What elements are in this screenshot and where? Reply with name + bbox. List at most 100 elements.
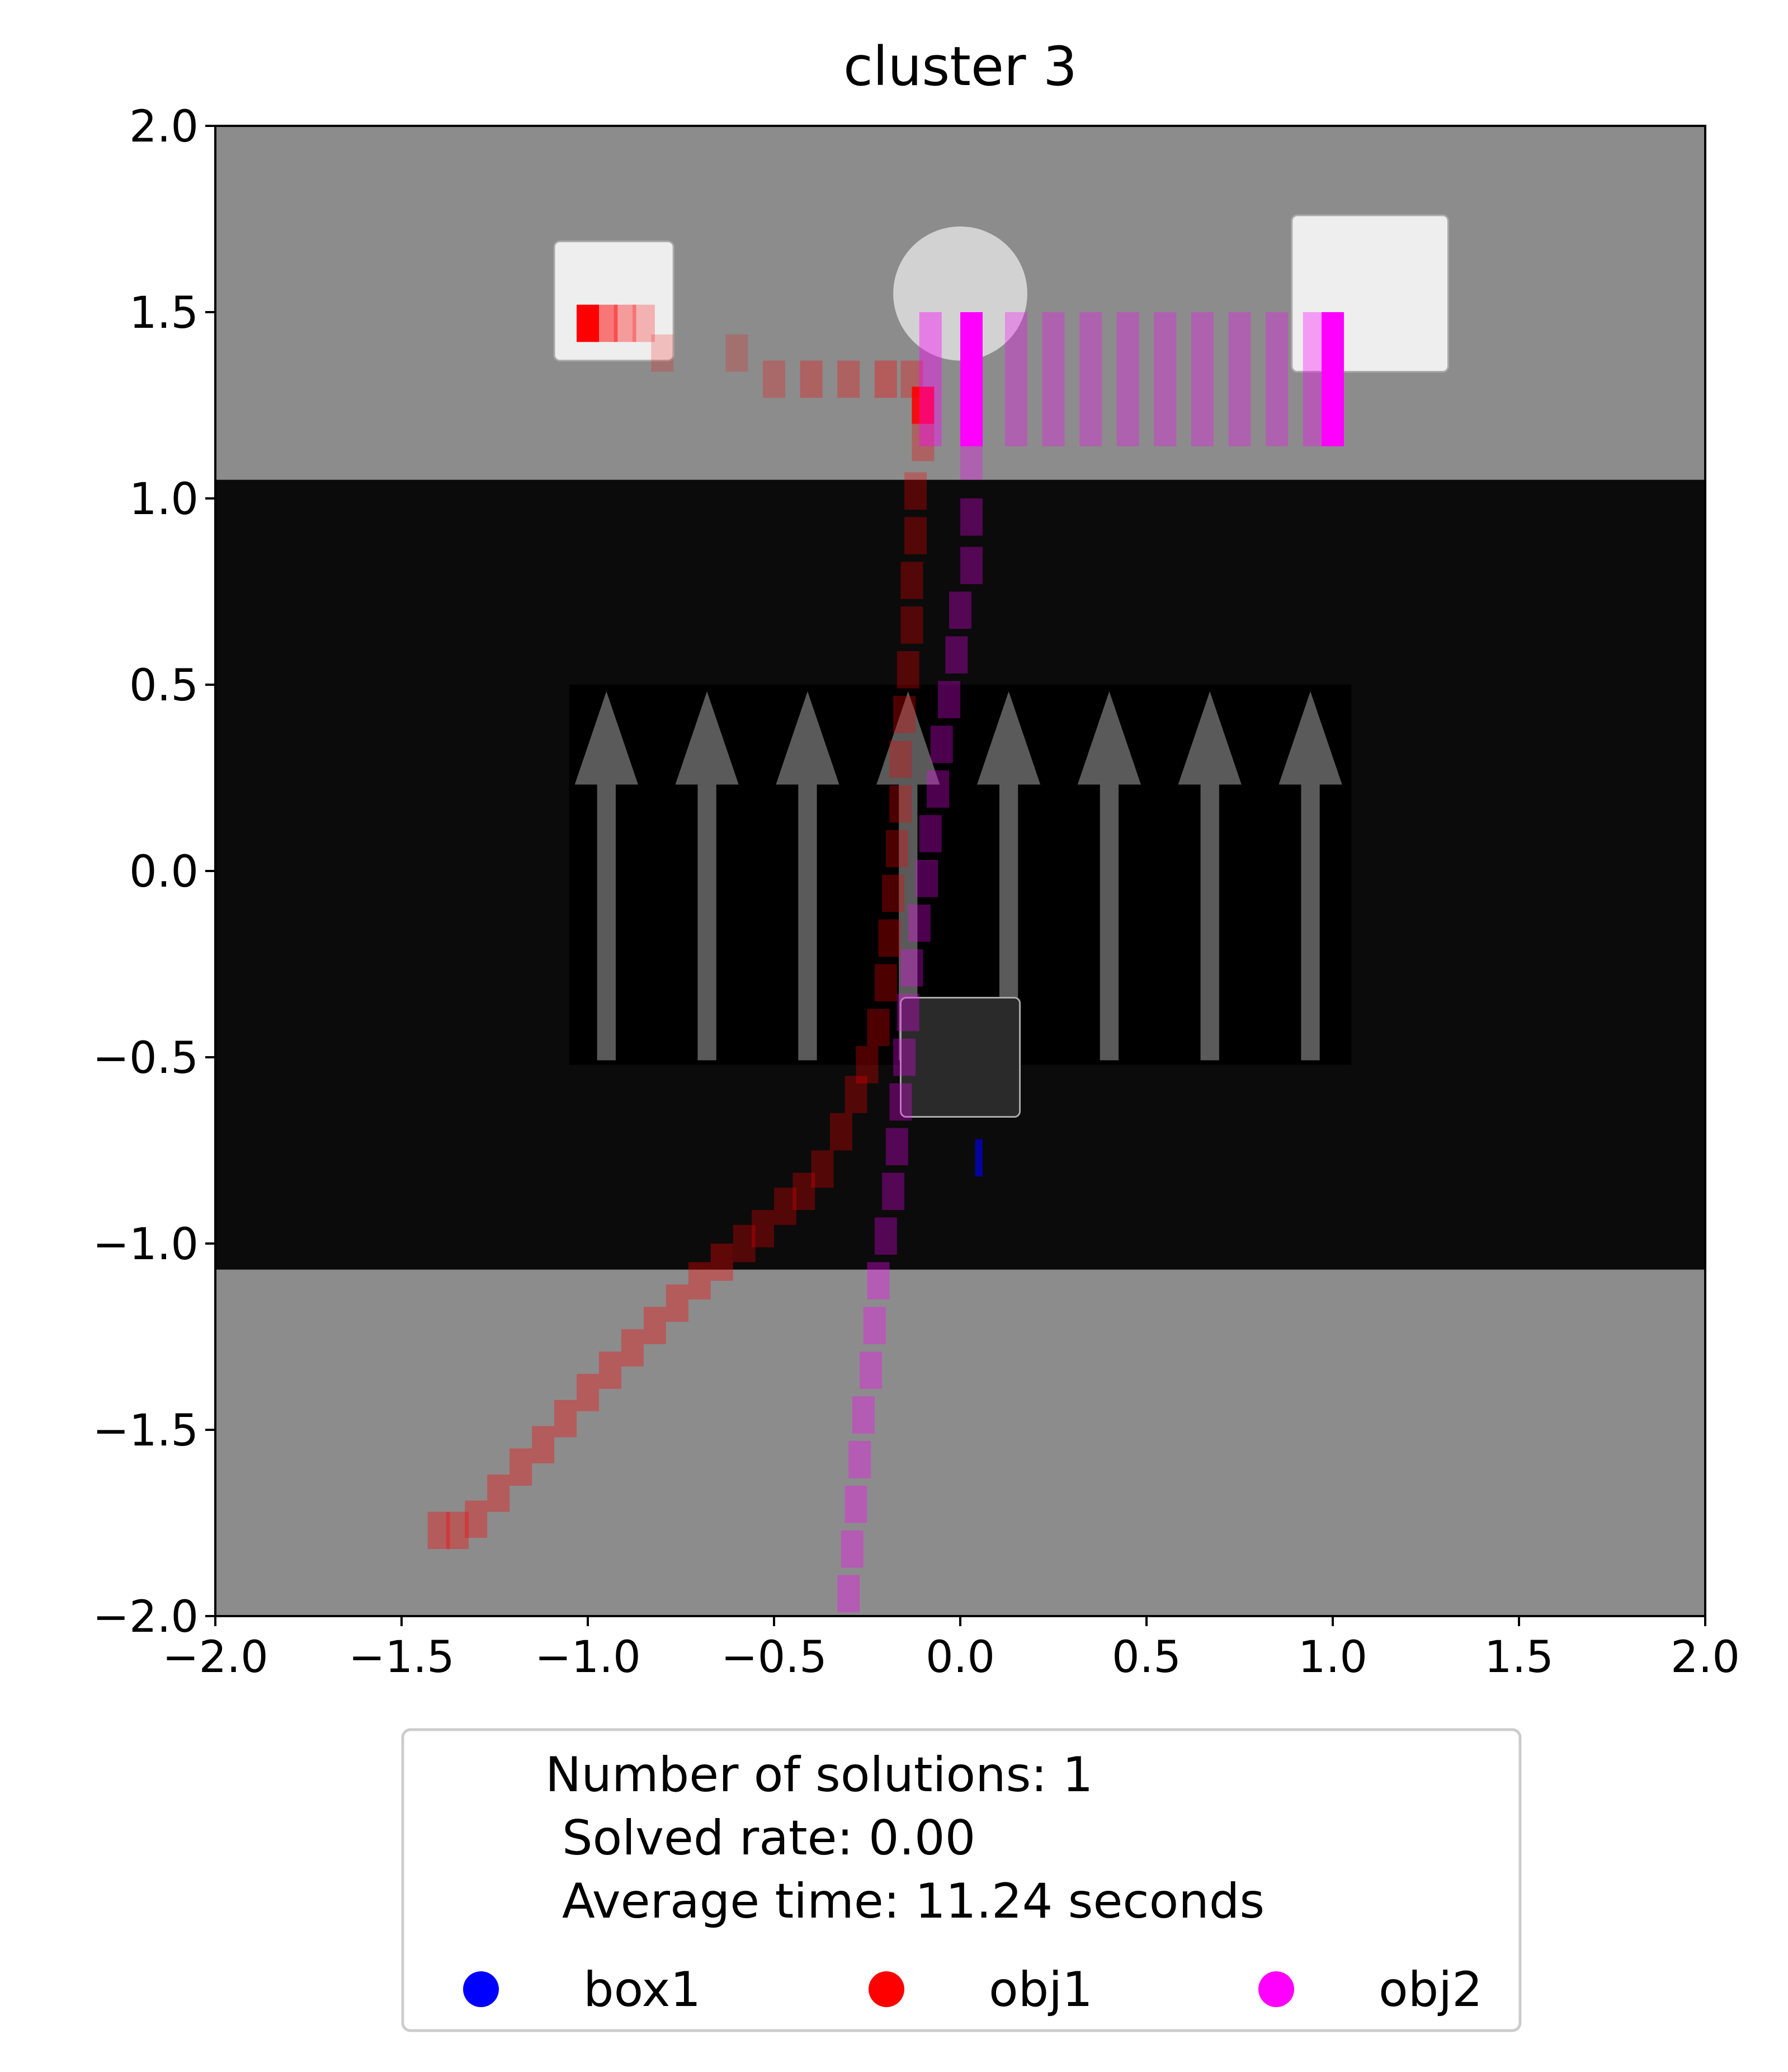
data-point-obj2	[889, 1083, 912, 1121]
conveyor-arrow-icon	[1077, 691, 1141, 1061]
data-point-obj1	[889, 740, 912, 778]
data-point-obj1	[912, 387, 935, 424]
data-point-obj2	[919, 312, 942, 446]
data-point-obj2	[960, 498, 983, 536]
data-point-obj1	[643, 1307, 666, 1344]
data-point-obj2	[837, 1575, 860, 1613]
data-point-obj2	[1079, 312, 1102, 446]
data-point-obj2	[927, 770, 950, 808]
data-point-obj2	[885, 1128, 908, 1166]
data-point-obj2	[1042, 312, 1065, 446]
plot-area	[214, 125, 1706, 1617]
data-point-obj1	[829, 1113, 852, 1151]
legend-info-average-time: Average time: 11.24 seconds	[562, 1873, 1265, 1929]
sphere-object	[893, 226, 1027, 361]
data-point-obj2	[1191, 312, 1214, 446]
conveyor-arrow-icon	[574, 691, 638, 1061]
conveyor-arrow-icon	[876, 691, 940, 1061]
conveyor-arrow-icon	[776, 691, 839, 1061]
legend: Number of solutions: 1 Solved rate: 0.00…	[401, 1728, 1522, 2032]
data-point-obj1	[710, 1244, 733, 1281]
data-point-obj2	[1228, 312, 1251, 446]
legend-info-solutions: Number of solutions: 1	[545, 1747, 1093, 1803]
legend-frame	[401, 1728, 1522, 2032]
data-point-obj1	[614, 304, 636, 342]
data-point-obj1	[595, 304, 618, 342]
conveyor-arrow-icon	[1178, 691, 1242, 1061]
data-point-obj1	[878, 919, 901, 957]
data-point-obj2	[860, 1351, 883, 1389]
data-point-obj1	[554, 1400, 577, 1438]
data-point-obj1	[733, 1225, 756, 1263]
data-point-obj1	[532, 1426, 555, 1463]
data-point-obj1	[874, 964, 897, 1002]
data-point-obj1	[893, 695, 916, 733]
data-point-obj2	[848, 1440, 871, 1478]
data-point-obj1	[427, 1511, 450, 1550]
data-point-obj2	[893, 1038, 916, 1076]
data-point-obj1	[912, 423, 935, 462]
data-point-obj2	[919, 815, 942, 853]
data-point-obj2	[916, 860, 938, 897]
series-obj1	[427, 304, 935, 1550]
legend-info-solved-rate: Solved rate: 0.00	[562, 1810, 975, 1866]
data-point-obj1	[904, 517, 927, 554]
data-point-obj2	[960, 312, 983, 446]
data-point-obj1	[874, 360, 897, 398]
data-point-obj2	[900, 949, 923, 987]
data-point-obj1	[889, 785, 912, 823]
data-point-obj1	[856, 1046, 879, 1084]
data-point-obj1	[752, 1210, 774, 1247]
data-point-obj1	[651, 334, 674, 372]
data-point-obj1	[446, 1511, 469, 1550]
data-point-obj2	[1116, 312, 1139, 446]
legend-marker-obj1	[869, 1971, 904, 2007]
data-point-obj1	[800, 360, 823, 398]
data-point-obj2	[1266, 312, 1289, 446]
x-tick-label: 1.0	[1298, 1632, 1367, 1683]
data-point-obj1	[900, 562, 923, 599]
data-point-obj1	[509, 1448, 532, 1486]
data-point-obj2	[882, 1172, 905, 1211]
data-point-obj2	[1004, 312, 1027, 446]
data-point-obj2	[938, 681, 960, 718]
data-point-obj2	[841, 1530, 864, 1568]
data-point-obj1	[598, 1351, 621, 1389]
data-point-obj1	[774, 1188, 796, 1225]
data-point-obj1	[837, 360, 860, 398]
data-point-obj1	[763, 360, 785, 398]
data-point-obj2	[1154, 312, 1177, 446]
legend-label-obj2: obj2	[1379, 1962, 1483, 2018]
series-obj2	[837, 312, 1344, 1613]
y-tick-label: −1.5	[93, 1406, 199, 1456]
data-point-obj2	[908, 904, 931, 942]
data-point-obj1	[577, 1374, 599, 1411]
data-point-obj1	[845, 1076, 867, 1113]
data-point-obj2	[845, 1485, 867, 1523]
series-box1	[975, 1139, 983, 1177]
data-point-obj1	[725, 334, 748, 372]
y-tick-label: 2.0	[129, 102, 199, 152]
data-point-obj1	[666, 1284, 688, 1322]
data-point-obj2	[874, 1217, 897, 1255]
legend-label-obj1: obj1	[989, 1962, 1093, 2018]
x-axis: −2.0 −1.5 −1.0 −0.5 0.0 0.5 1.0 1.5 2.0	[162, 1616, 1740, 1683]
data-point-obj2	[949, 591, 971, 629]
y-tick-label: 1.5	[129, 288, 199, 338]
cube-object	[899, 996, 1021, 1118]
x-tick-label: 0.5	[1112, 1632, 1181, 1683]
data-point-obj1	[621, 1329, 644, 1367]
x-tick-label: 2.0	[1671, 1632, 1740, 1683]
y-tick-label: 1.0	[129, 474, 199, 525]
data-point-obj1	[867, 1009, 890, 1047]
y-tick-label: 0.5	[129, 661, 199, 711]
data-point-obj2	[1322, 312, 1344, 446]
data-point-obj1	[792, 1172, 815, 1211]
data-point-obj1	[904, 472, 927, 510]
y-tick-label: −2.0	[93, 1592, 199, 1642]
data-point-obj1	[882, 874, 905, 912]
data-point-obj1	[811, 1150, 834, 1188]
data-point-obj1	[900, 606, 923, 644]
y-axis: 2.0 1.5 1.0 0.5 0.0 −0.5 −1.0 −1.5 −2.0	[93, 102, 215, 1642]
trajectory-layer	[427, 304, 1344, 1613]
